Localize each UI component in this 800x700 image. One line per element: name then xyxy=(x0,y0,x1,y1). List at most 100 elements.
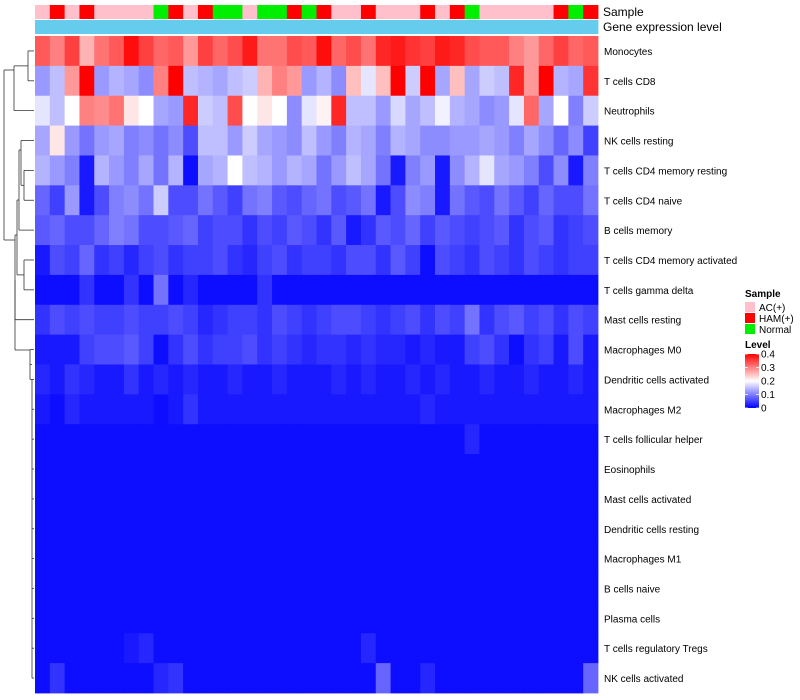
heatmap-cell xyxy=(538,125,554,156)
heatmap-cell xyxy=(138,394,154,425)
expression-annotation-cell xyxy=(257,20,273,34)
heatmap-cell xyxy=(390,95,406,126)
heatmap-cell xyxy=(227,394,243,425)
sample-annotation-cell xyxy=(405,5,421,19)
heatmap-cell xyxy=(464,155,480,186)
sample-annotation-cell xyxy=(568,5,584,19)
heatmap-cell xyxy=(538,603,554,634)
heatmap-cell xyxy=(360,334,377,365)
heatmap-cell xyxy=(405,155,421,186)
sample-annotation-cell xyxy=(494,5,510,19)
row-dendrogram xyxy=(3,50,34,679)
heatmap-cell xyxy=(375,304,391,336)
heatmap-cell xyxy=(449,155,466,186)
heatmap-cell xyxy=(464,543,480,574)
heatmap-cell xyxy=(49,155,66,186)
heatmap-cell xyxy=(138,364,154,395)
heatmap-cell xyxy=(316,603,332,634)
heatmap-cell xyxy=(435,65,451,97)
heatmap-cell xyxy=(420,304,436,336)
heatmap-cell xyxy=(272,513,288,545)
heatmap-cell xyxy=(301,603,317,634)
heatmap-cell xyxy=(197,394,214,425)
heatmap-cell xyxy=(212,573,229,604)
heatmap-cell xyxy=(464,95,480,126)
heatmap-cell xyxy=(331,65,347,97)
heatmap-cell xyxy=(286,424,303,455)
heatmap-cell xyxy=(331,215,347,246)
heatmap-cell xyxy=(286,304,303,336)
heatmap-cell xyxy=(49,663,66,694)
heatmap-cell xyxy=(272,65,288,97)
heatmap-cell xyxy=(316,513,332,545)
heatmap-cell xyxy=(405,334,421,365)
heatmap-cell xyxy=(168,573,184,604)
heatmap-cell xyxy=(79,274,95,306)
heatmap-cell xyxy=(538,95,554,126)
heatmap-cell xyxy=(420,334,436,365)
heatmap-cell xyxy=(509,185,525,216)
heatmap-cell xyxy=(227,543,243,574)
heatmap-cell xyxy=(523,185,540,216)
heatmap-cell xyxy=(227,364,243,395)
heatmap-cell xyxy=(390,394,406,425)
expression-annotation-cell xyxy=(35,20,51,34)
row-label: Neutrophils xyxy=(604,107,655,118)
heatmap-cell xyxy=(538,364,554,395)
heatmap-cell xyxy=(435,454,451,485)
expression-level-track xyxy=(35,20,599,34)
sample-annotation-cell xyxy=(242,5,258,19)
heatmap-cell xyxy=(583,185,599,216)
heatmap-cell xyxy=(523,454,540,485)
heatmap-cell xyxy=(168,483,184,515)
heatmap-cell xyxy=(123,573,140,604)
heatmap-cell xyxy=(212,454,229,485)
heatmap-cell xyxy=(390,454,406,485)
sample-annotation-cell xyxy=(360,5,377,19)
heatmap-cell xyxy=(420,185,436,216)
heatmap-cell xyxy=(123,394,140,425)
expression-annotation-cell xyxy=(523,20,540,34)
heatmap-cell xyxy=(49,483,66,515)
heatmap-cell xyxy=(301,334,317,365)
heatmap-cell xyxy=(183,394,199,425)
heatmap-cell xyxy=(390,633,406,664)
sample-annotation-cell xyxy=(420,5,436,19)
heatmap-cell xyxy=(242,573,258,604)
heatmap-cell xyxy=(138,125,154,156)
heatmap-cell xyxy=(272,245,288,276)
expression-annotation-cell xyxy=(49,20,66,34)
heatmap-cell xyxy=(301,633,317,664)
expression-annotation-cell xyxy=(375,20,391,34)
heatmap-cell xyxy=(583,65,599,97)
heatmap-cell xyxy=(79,633,95,664)
heatmap-cell xyxy=(538,245,554,276)
heatmap-cell xyxy=(286,364,303,395)
heatmap-cell xyxy=(583,513,599,545)
heatmap-cell xyxy=(568,125,584,156)
heatmap-cell xyxy=(301,185,317,216)
heatmap-cell xyxy=(479,334,495,365)
heatmap-cell xyxy=(405,185,421,216)
heatmap-cell xyxy=(435,245,451,276)
heatmap-cell xyxy=(375,125,391,156)
expression-track-label: Gene expression level xyxy=(603,20,722,34)
heatmap-cell xyxy=(375,663,391,694)
legend: Sample AC(+)HAM(+)Normal Level 0.4 0.3 0.2… xyxy=(745,289,794,415)
sample-annotation-cell xyxy=(138,5,154,19)
sample-legend-swatch xyxy=(745,313,755,323)
heatmap-cell xyxy=(168,334,184,365)
heatmap-cell xyxy=(449,573,466,604)
heatmap-cell xyxy=(168,245,184,276)
heatmap-cell xyxy=(301,454,317,485)
heatmap-cell xyxy=(227,304,243,336)
heatmap-cell xyxy=(553,95,569,126)
heatmap-cell xyxy=(138,603,154,634)
heatmap-cell xyxy=(523,364,540,395)
heatmap-cell xyxy=(568,573,584,604)
heatmap-cell xyxy=(553,155,569,186)
heatmap-cell xyxy=(331,304,347,336)
heatmap-cell xyxy=(568,95,584,126)
heatmap-cell xyxy=(123,454,140,485)
